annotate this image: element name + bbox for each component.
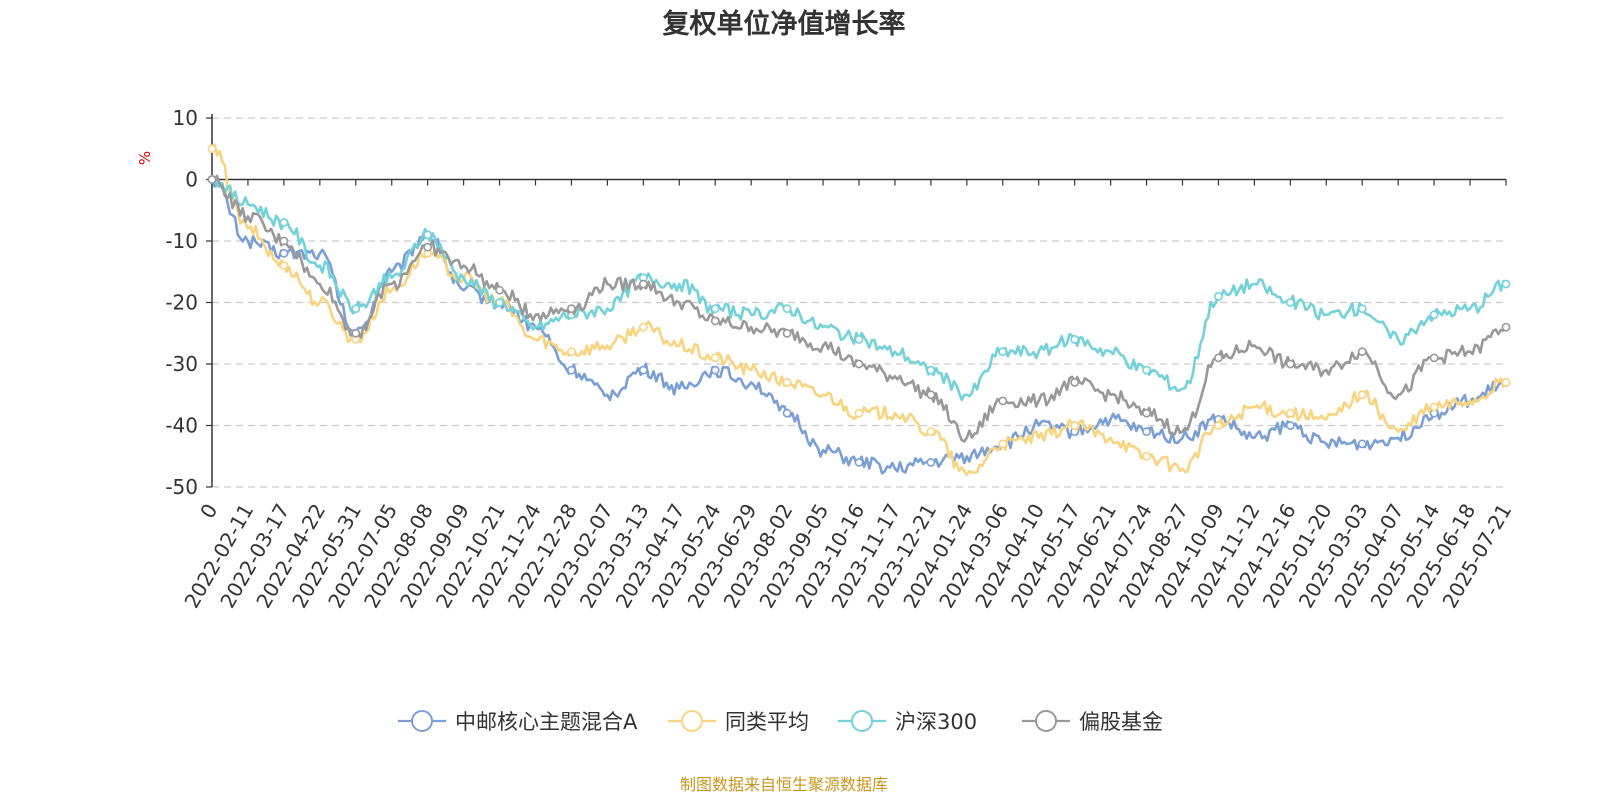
series-point — [1357, 347, 1367, 357]
y-tick-label: 0 — [185, 168, 198, 192]
series-point — [279, 261, 289, 270]
series-point — [423, 242, 433, 252]
series-point — [207, 175, 217, 184]
series-point — [1285, 408, 1295, 418]
series-layer — [207, 143, 1511, 476]
series-point — [495, 298, 504, 307]
legend-item-0[interactable]: 中邮核心主题混合A — [398, 710, 638, 734]
series-point — [279, 236, 289, 246]
series-point — [782, 304, 792, 314]
legend-marker — [851, 710, 873, 732]
series-point — [279, 218, 289, 227]
series-point — [1501, 322, 1511, 332]
series-point — [926, 457, 936, 467]
legend-marker — [411, 710, 433, 732]
legend[interactable]: 中邮核心主题混合A 同类平均 沪深300 偏股基金 — [398, 710, 1163, 734]
legend-marker — [681, 710, 703, 732]
chart-title: 复权单位净值增长率 — [663, 8, 906, 40]
series-point — [854, 408, 864, 418]
series-point — [1070, 334, 1080, 344]
y-tick-label: -20 — [165, 291, 198, 315]
series-point — [782, 328, 792, 338]
series-point — [1142, 408, 1151, 418]
series-point — [351, 328, 361, 338]
series-point — [567, 347, 576, 357]
series-point — [279, 248, 289, 258]
series-point — [1214, 421, 1223, 430]
series-point — [854, 359, 864, 369]
series-point — [782, 378, 792, 387]
series-point — [1070, 421, 1080, 430]
legend-item-3[interactable]: 偏股基金 — [1022, 710, 1163, 734]
series-point — [926, 365, 936, 375]
series-point — [1357, 390, 1367, 400]
legend-item-1[interactable]: 同类平均 — [668, 710, 809, 734]
series-point — [1357, 304, 1367, 314]
series-point — [998, 347, 1008, 357]
y-tick-label: -30 — [165, 352, 198, 376]
axis-layer: 100-10-20-30-40-5002022-02-112022-03-172… — [165, 106, 1516, 612]
series-point — [423, 230, 433, 240]
series-point — [351, 304, 361, 314]
y-unit-label: % — [136, 151, 154, 165]
series-point — [854, 457, 864, 467]
series-point — [1285, 298, 1295, 307]
series-line-3 — [211, 174, 1508, 443]
series-point — [1214, 353, 1223, 363]
series-point — [207, 144, 217, 154]
y-tick-label: -50 — [165, 475, 198, 499]
series-point — [1429, 353, 1439, 363]
series-point — [1214, 291, 1223, 301]
series-point — [1285, 359, 1295, 369]
series-point — [1501, 279, 1511, 289]
series-line-0 — [210, 179, 1507, 475]
source-note: 制图数据来自恒生聚源数据库 — [680, 775, 888, 794]
series-point — [495, 285, 504, 295]
series-point — [1429, 310, 1439, 320]
series-point — [710, 365, 720, 375]
series-point — [1070, 378, 1080, 387]
series-point — [567, 365, 576, 375]
series-point — [638, 279, 648, 289]
series-point — [926, 427, 936, 437]
y-tick-label: 10 — [173, 106, 198, 130]
series-point — [1285, 421, 1295, 430]
legend-label: 沪深300 — [895, 710, 977, 734]
legend-label: 偏股基金 — [1079, 710, 1163, 734]
series-point — [710, 316, 720, 326]
series-point — [638, 322, 648, 332]
x-tick-label: 0 — [195, 500, 222, 523]
series-point — [1142, 427, 1151, 437]
series-point — [567, 304, 576, 314]
legend-label: 同类平均 — [725, 710, 809, 734]
legend-item-2[interactable]: 沪深300 — [838, 710, 977, 734]
y-tick-label: -40 — [165, 414, 198, 438]
series-point — [1142, 451, 1151, 461]
series-point — [998, 396, 1008, 406]
series-point — [782, 408, 792, 418]
series-point — [710, 304, 720, 314]
series-point — [1501, 378, 1511, 387]
series-point — [638, 365, 648, 375]
legend-label: 中邮核心主题混合A — [455, 710, 638, 734]
y-tick-label: -10 — [165, 229, 198, 253]
series-point — [1429, 402, 1439, 412]
series-point — [1142, 365, 1151, 375]
series-point — [998, 439, 1008, 449]
series-point — [1357, 439, 1367, 449]
series-point — [854, 334, 864, 344]
series-point — [926, 390, 936, 400]
grid-layer — [212, 117, 1506, 488]
series-point — [710, 353, 720, 363]
legend-marker — [1035, 710, 1057, 732]
